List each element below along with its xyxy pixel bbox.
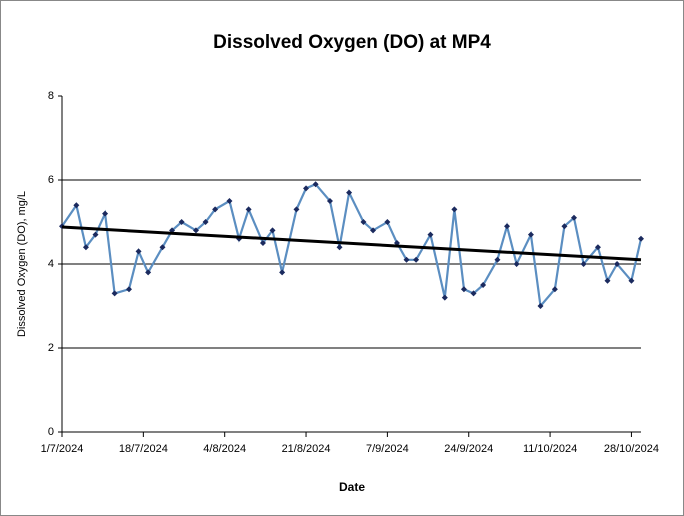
x-tick-label: 4/8/2024 — [203, 443, 246, 455]
data-point — [427, 231, 434, 238]
data-point — [125, 286, 132, 293]
data-point — [460, 286, 467, 293]
data-point — [494, 256, 501, 263]
x-tick-label: 11/10/2024 — [523, 443, 577, 455]
y-tick-label: 0 — [48, 426, 54, 438]
data-point — [159, 244, 166, 251]
data-point — [178, 219, 185, 225]
data-point — [384, 219, 391, 225]
data-point — [226, 198, 233, 204]
data-point — [192, 227, 199, 234]
data-point — [513, 261, 520, 267]
data-point — [470, 290, 477, 297]
y-tick-label: 2 — [48, 342, 54, 354]
data-point — [537, 303, 544, 309]
data-point — [269, 227, 276, 234]
data-point — [551, 286, 558, 293]
data-point — [259, 240, 266, 246]
data-point — [638, 235, 644, 242]
data-point — [594, 244, 601, 251]
data-point — [580, 261, 587, 267]
x-tick-label: 7/9/2024 — [366, 443, 409, 455]
data-point — [571, 214, 578, 221]
data-point — [111, 290, 118, 297]
data-point — [92, 231, 99, 238]
data-point — [245, 206, 252, 213]
x-tick-label: 21/8/2024 — [282, 443, 331, 455]
data-point — [504, 223, 511, 230]
data-point — [370, 227, 377, 234]
data-point — [527, 231, 534, 238]
data-point — [293, 206, 300, 213]
data-point — [480, 282, 487, 288]
data-point — [82, 244, 89, 251]
data-point — [614, 261, 621, 267]
y-tick-label: 6 — [48, 174, 54, 186]
y-tick-label: 8 — [48, 90, 54, 102]
data-point — [312, 181, 319, 188]
data-point — [145, 269, 152, 276]
data-point — [212, 206, 219, 213]
data-point — [628, 277, 635, 284]
x-axis-label: Date — [339, 480, 365, 494]
y-axis-label: Dissolved Oxygen (DO), mg/L — [16, 191, 28, 337]
data-point — [135, 248, 142, 255]
data-point — [413, 256, 420, 263]
data-point — [303, 185, 310, 192]
x-tick-label: 24/9/2024 — [444, 443, 493, 455]
data-point — [279, 269, 286, 276]
data-point — [403, 256, 410, 263]
y-tick-label: 4 — [48, 258, 54, 270]
data-point — [336, 244, 343, 251]
chart-title: Dissolved Oxygen (DO) at MP4 — [213, 32, 491, 53]
data-point — [346, 189, 353, 196]
x-tick-label: 18/7/2024 — [119, 443, 168, 455]
data-point — [451, 206, 458, 213]
data-point — [604, 277, 611, 284]
data-point — [202, 219, 209, 225]
data-point — [561, 223, 568, 230]
data-point — [326, 198, 333, 204]
data-point — [73, 202, 80, 209]
data-point — [102, 210, 109, 217]
x-tick-label: 28/10/2024 — [604, 443, 659, 455]
x-tick-label: 1/7/2024 — [41, 443, 84, 455]
data-point — [441, 294, 448, 301]
trend-line — [61, 225, 642, 262]
data-point — [360, 219, 367, 225]
